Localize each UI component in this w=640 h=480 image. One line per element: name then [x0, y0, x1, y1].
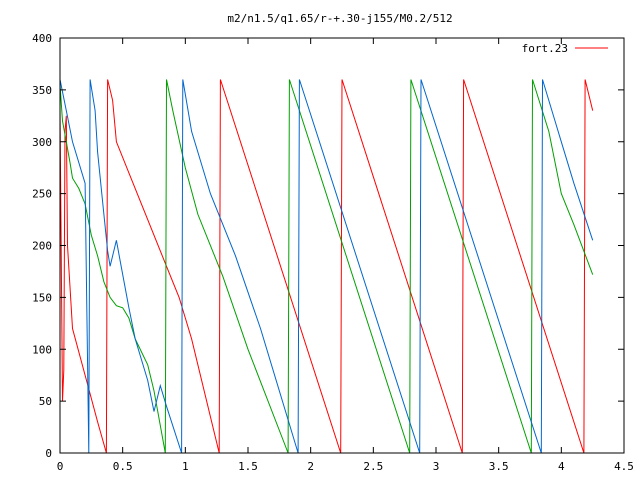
y-tick-label: 100: [32, 343, 52, 356]
x-tick-label: 0: [57, 460, 64, 473]
series-line-2: [59, 79, 594, 454]
x-tick-label: 0.5: [113, 460, 133, 473]
y-tick-label: 150: [32, 291, 52, 304]
x-tick-label: 1.5: [238, 460, 258, 473]
x-tick-label: 3: [433, 460, 440, 473]
y-tick-label: 50: [39, 395, 52, 408]
y-tick-label: 350: [32, 84, 52, 97]
y-tick-label: 300: [32, 136, 52, 149]
series-line-1: [59, 79, 594, 454]
legend: fort.23: [522, 42, 608, 55]
axes-layer: 0 0.5 1 1.5 2 2.5 3 3.5 4 4.5 0 50 100 150 200 250 300 35…: [32, 32, 634, 473]
y-tick-label: 400: [32, 32, 52, 45]
x-tick-label: 2: [307, 460, 314, 473]
x-tick-label: 4: [558, 460, 565, 473]
chart-title: m2/n1.5/q1.65/r-+.30-j155/M0.2/512: [227, 12, 452, 25]
y-tick-label: 200: [32, 240, 52, 253]
legend-label: fort.23: [522, 42, 568, 55]
x-tick-label: 2.5: [363, 460, 383, 473]
x-tick-label: 1: [182, 460, 189, 473]
series-line-0: [59, 79, 594, 454]
series-layer: [59, 79, 594, 454]
y-tick-label: 0: [45, 447, 52, 460]
y-tick-label: 250: [32, 188, 52, 201]
x-tick-label: 3.5: [489, 460, 509, 473]
x-tick-label: 4.5: [614, 460, 634, 473]
